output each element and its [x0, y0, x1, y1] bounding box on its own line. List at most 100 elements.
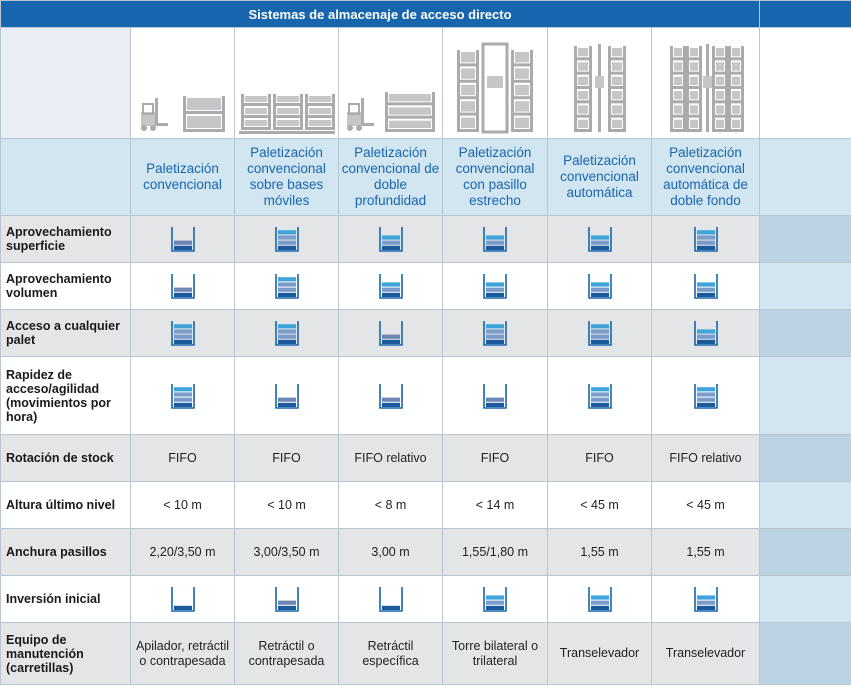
- automatic-double-rack-icon: [669, 44, 744, 132]
- rating-gauge-icon: [587, 321, 612, 346]
- criterion-label: Inversión inicial: [0, 575, 131, 623]
- value-cell: Apilador, retráctil o contrapesada: [130, 622, 235, 685]
- rating-gauge-icon: [170, 383, 195, 409]
- criterion-label: Aprovechamiento volumen: [0, 262, 131, 310]
- rating-cell: [442, 262, 548, 310]
- rating-gauge-icon: [693, 274, 718, 299]
- value-cell: < 10 m: [234, 481, 339, 529]
- value-cell: 1,55 m: [651, 528, 760, 576]
- rating-cell: [234, 262, 339, 310]
- system-name: Paletización convencional de doble profu…: [338, 138, 443, 216]
- rating-gauge-icon: [170, 587, 195, 612]
- criterion-label: Altura último nivel: [0, 481, 131, 529]
- value-cell: < 45 m: [547, 481, 652, 529]
- rating-cell: [130, 309, 235, 357]
- rating-cell: [130, 575, 235, 623]
- rating-gauge-icon: [483, 227, 507, 252]
- value-cell: 3,00 m: [338, 528, 443, 576]
- criterion-row: Acceso a cualquier palet: [0, 309, 851, 357]
- rating-cell: [338, 262, 443, 310]
- criterion-label: Rotación de stock: [0, 434, 131, 482]
- criterion-row: Aprovechamiento volumen: [0, 262, 851, 310]
- rating-gauge-icon: [483, 587, 507, 612]
- rating-gauge-icon: [587, 587, 612, 612]
- criterion-label: Acceso a cualquier palet: [0, 309, 131, 357]
- rating-cell: [442, 575, 548, 623]
- rating-cell: [547, 356, 652, 435]
- rating-gauge-icon: [378, 274, 403, 299]
- value-cell: Retráctil específica: [338, 622, 443, 685]
- rating-cell: [338, 356, 443, 435]
- criterion-label: Rapidez de acceso/agilidad (movimientos …: [0, 356, 131, 435]
- rating-gauge-icon: [378, 321, 403, 346]
- system-illustration: [651, 27, 760, 139]
- system-name: Paletización convencional: [130, 138, 235, 216]
- rating-gauge-icon: [274, 227, 299, 252]
- value-cell: FIFO relativo: [651, 434, 760, 482]
- system-illustration: [338, 27, 443, 139]
- rating-gauge-icon: [170, 274, 195, 299]
- rating-cell: [234, 309, 339, 357]
- criterion-row: Inversión inicial: [0, 575, 851, 623]
- rating-cell: [234, 215, 339, 263]
- value-cell: Torre bilateral o trilateral: [442, 622, 548, 685]
- system-name: Paletización convencional automática: [547, 138, 652, 216]
- rating-cell: [130, 215, 235, 263]
- forklift-rack-icon: [140, 96, 225, 132]
- rating-cell: [338, 215, 443, 263]
- criterion-row: Rotación de stock FIFO FIFO FIFO relativo FI…: [0, 434, 851, 482]
- rating-cell: [338, 309, 443, 357]
- system-illustration: [234, 27, 339, 139]
- rating-gauge-icon: [170, 227, 195, 252]
- forklift-double-deep-icon: [346, 92, 435, 132]
- rating-cell: [442, 356, 548, 435]
- rating-gauge-icon: [587, 227, 612, 252]
- rating-gauge-icon: [693, 383, 718, 409]
- rating-gauge-icon: [693, 587, 718, 612]
- mobile-racks-icon: [238, 94, 335, 134]
- rating-cell: [234, 575, 339, 623]
- criterion-row: Aprovechamiento superficie: [0, 215, 851, 263]
- rating-cell: [651, 575, 760, 623]
- criterion-row: Equipo de manutención (carretillas) Apila…: [0, 622, 851, 685]
- rating-cell: [651, 215, 760, 263]
- value-cell: 3,00/3,50 m: [234, 528, 339, 576]
- system-name: Paletización convencional con pasillo es…: [442, 138, 548, 216]
- rating-cell: [130, 262, 235, 310]
- rating-gauge-icon: [170, 321, 195, 346]
- rating-cell: [547, 215, 652, 263]
- criterion-row: Anchura pasillos 2,20/3,50 m 3,00/3,50 m 3,…: [0, 528, 851, 576]
- rating-cell: [651, 262, 760, 310]
- rating-cell: [547, 262, 652, 310]
- system-name: Paletización convencional automática de …: [651, 138, 760, 216]
- system-illustration: [130, 27, 235, 139]
- value-cell: < 8 m: [338, 481, 443, 529]
- value-cell: < 45 m: [651, 481, 760, 529]
- rating-cell: [130, 356, 235, 435]
- value-cell: Retráctil o contrapesada: [234, 622, 339, 685]
- value-cell: FIFO: [442, 434, 548, 482]
- value-cell: Transelevador: [547, 622, 652, 685]
- rating-gauge-icon: [483, 274, 507, 299]
- rating-cell: [442, 215, 548, 263]
- rating-gauge-icon: [693, 321, 718, 346]
- rating-cell: [442, 309, 548, 357]
- criterion-row: Altura último nivel < 10 m < 10 m < 8 m < 14…: [0, 481, 851, 529]
- rating-gauge-icon: [483, 383, 507, 409]
- rating-cell: [234, 356, 339, 435]
- criterion-row: Rapidez de acceso/agilidad (movimientos …: [0, 356, 851, 435]
- value-cell: 1,55 m: [547, 528, 652, 576]
- rating-cell: [547, 575, 652, 623]
- value-cell: Transelevador: [651, 622, 760, 685]
- value-cell: FIFO relativo: [338, 434, 443, 482]
- criterion-label: Equipo de manutención (carretillas): [0, 622, 131, 685]
- criterion-label: Anchura pasillos: [0, 528, 131, 576]
- rating-cell: [338, 575, 443, 623]
- value-cell: FIFO: [234, 434, 339, 482]
- value-cell: FIFO: [130, 434, 235, 482]
- rating-gauge-icon: [274, 321, 299, 346]
- rating-gauge-icon: [483, 321, 507, 346]
- rating-gauge-icon: [693, 227, 718, 252]
- system-name: Paletización convencional sobre bases mó…: [234, 138, 339, 216]
